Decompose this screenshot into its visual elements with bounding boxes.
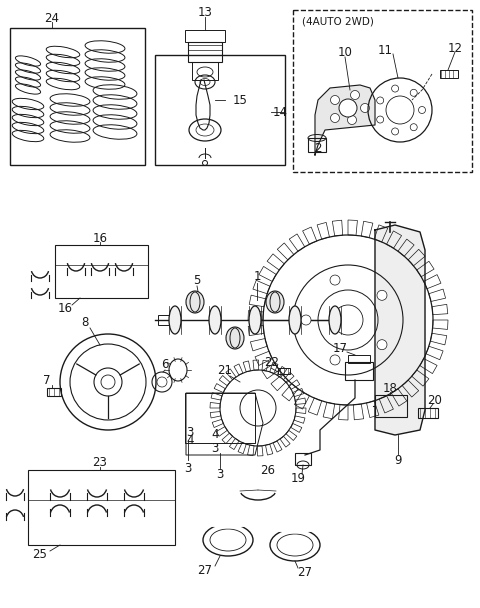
Text: 24: 24 xyxy=(45,12,60,24)
Text: 1: 1 xyxy=(253,271,261,283)
Bar xyxy=(295,453,311,465)
Bar xyxy=(418,408,438,418)
Circle shape xyxy=(377,97,384,104)
Text: 3: 3 xyxy=(184,461,192,474)
Ellipse shape xyxy=(249,306,261,334)
Text: 6: 6 xyxy=(161,359,169,371)
Text: 27: 27 xyxy=(197,564,213,576)
Bar xyxy=(185,30,225,42)
Text: 2: 2 xyxy=(314,142,322,154)
Circle shape xyxy=(410,89,417,96)
Ellipse shape xyxy=(226,327,244,349)
Bar xyxy=(158,315,173,325)
Text: 17: 17 xyxy=(333,342,348,354)
Circle shape xyxy=(331,114,339,122)
Circle shape xyxy=(392,128,398,135)
Circle shape xyxy=(340,103,349,111)
Circle shape xyxy=(350,91,360,100)
Bar xyxy=(348,355,370,363)
Text: 14: 14 xyxy=(273,106,288,119)
Text: 21: 21 xyxy=(217,364,232,376)
Bar xyxy=(293,10,472,172)
Polygon shape xyxy=(375,225,425,435)
Text: (4AUTO 2WD): (4AUTO 2WD) xyxy=(302,17,374,27)
Bar xyxy=(185,393,255,443)
Text: 26: 26 xyxy=(261,463,276,477)
Bar xyxy=(192,62,218,80)
Text: 15: 15 xyxy=(233,94,247,106)
Ellipse shape xyxy=(169,306,181,334)
Text: 3: 3 xyxy=(186,426,193,438)
Ellipse shape xyxy=(289,306,301,334)
Circle shape xyxy=(377,340,387,350)
Text: 7: 7 xyxy=(43,373,51,387)
Text: 20: 20 xyxy=(428,393,443,407)
Text: 12: 12 xyxy=(447,41,463,55)
Text: 16: 16 xyxy=(93,232,108,244)
Text: 3: 3 xyxy=(216,468,224,480)
Text: 9: 9 xyxy=(394,454,402,466)
Text: 5: 5 xyxy=(193,274,201,286)
Bar xyxy=(440,70,458,78)
Circle shape xyxy=(331,95,339,105)
Text: 8: 8 xyxy=(81,317,89,330)
Circle shape xyxy=(330,355,340,365)
Text: 11: 11 xyxy=(377,44,393,57)
Text: 4: 4 xyxy=(186,434,193,446)
Circle shape xyxy=(301,315,311,325)
Ellipse shape xyxy=(186,291,204,313)
Bar xyxy=(345,362,373,380)
Circle shape xyxy=(392,85,398,92)
Circle shape xyxy=(410,123,417,131)
Circle shape xyxy=(377,116,384,123)
Text: 25: 25 xyxy=(33,548,48,562)
Circle shape xyxy=(419,106,425,114)
Text: 23: 23 xyxy=(93,455,108,469)
Circle shape xyxy=(339,99,357,117)
Ellipse shape xyxy=(266,291,284,313)
Bar xyxy=(188,42,222,62)
Circle shape xyxy=(360,103,370,112)
Text: 27: 27 xyxy=(298,565,312,578)
Text: 19: 19 xyxy=(290,471,305,485)
Text: 18: 18 xyxy=(383,381,397,395)
Ellipse shape xyxy=(209,306,221,334)
Ellipse shape xyxy=(208,520,248,528)
Bar xyxy=(308,138,326,152)
Polygon shape xyxy=(315,85,375,155)
Bar xyxy=(278,368,290,374)
Ellipse shape xyxy=(275,525,315,533)
Text: 3: 3 xyxy=(211,441,219,455)
Ellipse shape xyxy=(329,306,341,334)
Bar xyxy=(375,395,407,417)
Text: 10: 10 xyxy=(337,46,352,60)
Bar xyxy=(47,388,61,396)
Circle shape xyxy=(348,116,357,125)
Bar xyxy=(10,28,145,165)
Text: 16: 16 xyxy=(58,302,72,314)
Bar xyxy=(155,55,285,165)
Circle shape xyxy=(330,275,340,285)
Text: 22: 22 xyxy=(264,356,279,368)
Text: 4: 4 xyxy=(211,429,219,441)
Text: 13: 13 xyxy=(198,5,213,18)
Circle shape xyxy=(377,290,387,300)
